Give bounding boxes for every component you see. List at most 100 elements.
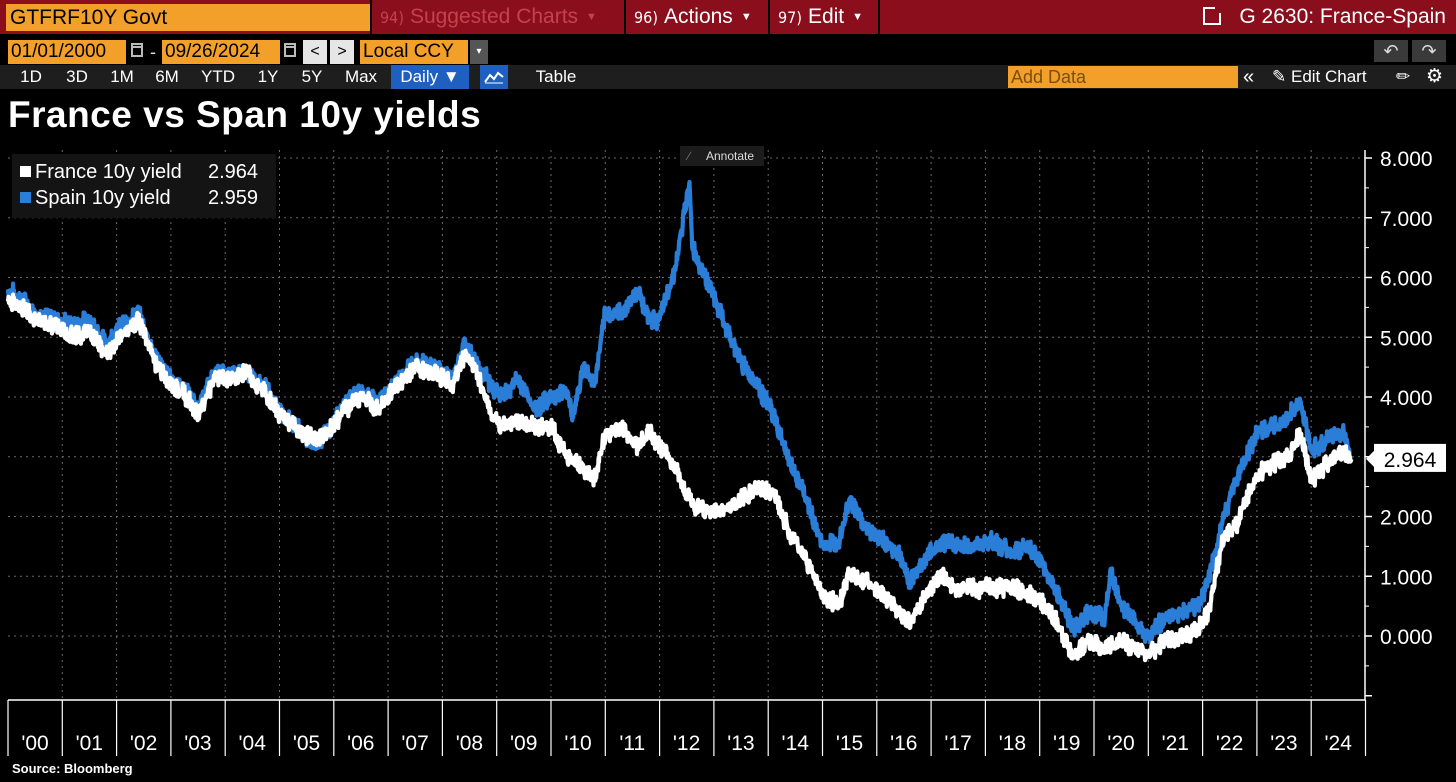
y-tick-label: 1.000 [1380,566,1433,589]
caret-down-icon: ▼ [586,11,597,23]
x-axis: '00 '01 '02 '03 '04 '05 '06 '07 '08 '09 '10 '11 '12 '… [7,699,1367,756]
start-date-field[interactable]: 01/01/2000 [8,40,126,64]
command-bar: GTFRF10Y Govt 94) Suggested Charts ▼ 96) Ac… [0,0,1456,34]
calendar-icon[interactable] [284,43,296,57]
previous-period-button[interactable]: < [303,40,327,64]
end-date-field[interactable]: 09/26/2024 [162,40,280,64]
menu-label: Suggested Charts [409,5,579,28]
x-tick-label: '19 [1053,732,1080,755]
spain-yield-line [5,179,1353,645]
last-value-pointer [1366,450,1374,467]
legend-entry-france[interactable]: France 10y yield 2.964 [20,161,258,184]
separator [624,0,626,34]
legend-label: Spain 10y yield [35,187,171,209]
menu-label: Actions [663,5,733,28]
range-1y-button[interactable]: 1Y [257,67,279,86]
y-tick-label: 6.000 [1380,268,1433,291]
separator [370,0,372,34]
collapse-icon[interactable]: « [1243,66,1255,88]
calendar-icon[interactable] [131,43,143,57]
line-chart-icon[interactable] [480,65,508,89]
y-tick-label: 0.000 [1380,626,1433,649]
range-1m-button[interactable]: 1M [110,67,134,86]
last-value-label: 2.964 [1384,449,1437,472]
y-axis: 0.0001.0002.0003.0004.0005.0006.0007.000… [1364,148,1446,700]
menu-number: 97) [778,8,802,27]
edit-menu[interactable]: 97) Edit ▼ [772,0,878,34]
x-tick-label: '15 [836,732,863,755]
y-tick-label: 4.000 [1380,387,1433,410]
menu-label: Edit [807,5,845,28]
next-period-button[interactable]: > [330,40,354,64]
france-yield-line [5,292,1354,663]
table-view-button[interactable]: Table [535,67,577,86]
edit-chart-label: Edit Chart [1290,67,1367,86]
actions-menu[interactable]: 96) Actions ▼ [628,0,768,34]
range-3d-button[interactable]: 3D [66,67,88,86]
separator [878,0,880,34]
source-note: Source: Bloomberg [12,761,133,776]
legend-value: 2.959 [208,187,259,209]
x-tick-label: '22 [1216,732,1243,755]
x-tick-label: '16 [890,732,917,755]
range-1d-button[interactable]: 1D [20,67,42,86]
suggested-charts-menu[interactable]: 94) Suggested Charts ▼ [374,0,624,34]
legend[interactable]: France 10y yield 2.964 Spain 10y yield 2… [12,154,276,218]
x-tick-label: '20 [1107,732,1134,755]
series-layer [5,179,1354,663]
undo-button[interactable]: ↶ [1374,40,1408,62]
menu-number: 96) [634,8,658,27]
x-tick-label: '06 [347,732,374,755]
function-title-text: G 2630: France-Spain [1239,5,1446,28]
x-tick-label: '07 [401,732,428,755]
range-toolbar: 1D 3D 1M 6M YTD 1Y 5Y Max Daily ▼ Table … [0,65,1456,89]
redo-button[interactable]: ↷ [1412,40,1446,62]
legend-swatch [20,192,31,203]
legend-value: 2.964 [208,161,259,183]
range-max-button[interactable]: Max [344,67,378,86]
function-title: G 2630: France-Spain [1203,0,1446,34]
date-range-row: 01/01/2000 - 09/26/2024 < > Local CCY ▾ … [0,38,1456,64]
legend-label: France 10y yield [35,161,182,183]
range-ytd-button[interactable]: YTD [201,67,235,86]
pop-out-icon[interactable] [1203,5,1224,25]
last-value-tag: 2.964 [1366,443,1446,472]
caret-down-icon: ▼ [852,11,864,23]
currency-select[interactable]: Local CCY [360,40,468,64]
annotate-button[interactable]: Annotate [680,146,764,166]
frequency-select[interactable]: Daily ▼ [391,65,469,89]
x-tick-label: '09 [510,732,537,755]
x-tick-label: '21 [1162,732,1189,755]
pencil-icon: ✎ [1272,67,1287,86]
x-tick-label: '01 [76,732,103,755]
range-6m-button[interactable]: 6M [155,67,179,86]
legend-swatch [20,166,31,177]
currency-dropdown-icon[interactable]: ▾ [470,40,488,64]
x-tick-label: '11 [619,732,645,755]
x-tick-label: '08 [456,732,483,755]
caret-down-icon: ▼ [740,11,752,23]
grid [8,150,1365,700]
x-tick-label: '12 [673,732,700,755]
x-tick-label: '02 [130,732,157,755]
last-value-box [1374,443,1446,472]
security-ticker-field[interactable]: GTFRF10Y Govt [6,4,370,31]
add-data-input[interactable]: Add Data [1008,66,1238,88]
chart-title: France vs Span 10y yields [8,94,482,135]
y-tick-label: 7.000 [1380,208,1433,231]
x-tick-label: '23 [1270,732,1297,755]
legend-entry-spain[interactable]: Spain 10y yield 2.959 [20,187,258,210]
x-tick-label: '00 [21,732,48,755]
y-tick-label: 8.000 [1380,148,1433,171]
date-dash: - [150,42,156,62]
x-tick-label: '05 [293,732,320,755]
gear-icon[interactable]: ⚙ [1426,66,1444,87]
annotation-edit-icon[interactable]: ✏ [1396,67,1411,86]
y-tick-label: 5.000 [1380,327,1433,350]
x-tick-label: '24 [1325,732,1353,755]
x-tick-label: '13 [727,732,754,755]
edit-chart-button[interactable]: ✎ Edit Chart [1272,65,1367,89]
range-5y-button[interactable]: 5Y [301,67,323,86]
x-tick-label: '10 [564,732,591,755]
